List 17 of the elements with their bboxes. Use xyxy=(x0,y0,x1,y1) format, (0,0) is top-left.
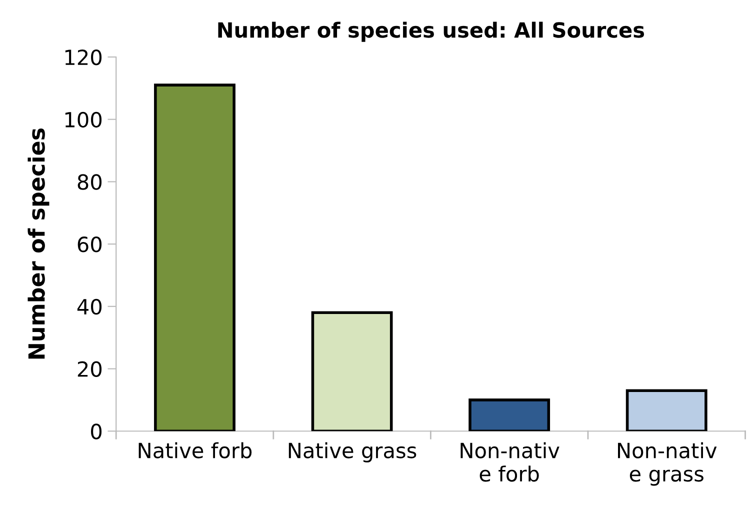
bar xyxy=(311,311,393,432)
y-tick-label: 100 xyxy=(65,112,102,128)
y-axis-title: Number of species xyxy=(28,128,50,359)
x-tick-label: Non-nativ e forb xyxy=(460,442,560,482)
y-tick-label: 0 xyxy=(91,424,102,440)
y-tick-label: 120 xyxy=(65,49,102,66)
x-tick-label: Native grass xyxy=(288,442,416,462)
chart-title: Number of species used: All Sources xyxy=(218,22,644,42)
x-tick-label: Non-nativ e grass xyxy=(618,442,717,486)
bar xyxy=(154,84,236,432)
bar xyxy=(468,398,550,432)
y-tick-label: 80 xyxy=(78,174,102,190)
bar xyxy=(626,389,708,432)
y-tick-label: 20 xyxy=(78,361,102,377)
x-tick-label: Native forb xyxy=(138,442,252,458)
y-tick-label: 40 xyxy=(77,298,102,315)
y-tick-label: 60 xyxy=(78,236,102,252)
